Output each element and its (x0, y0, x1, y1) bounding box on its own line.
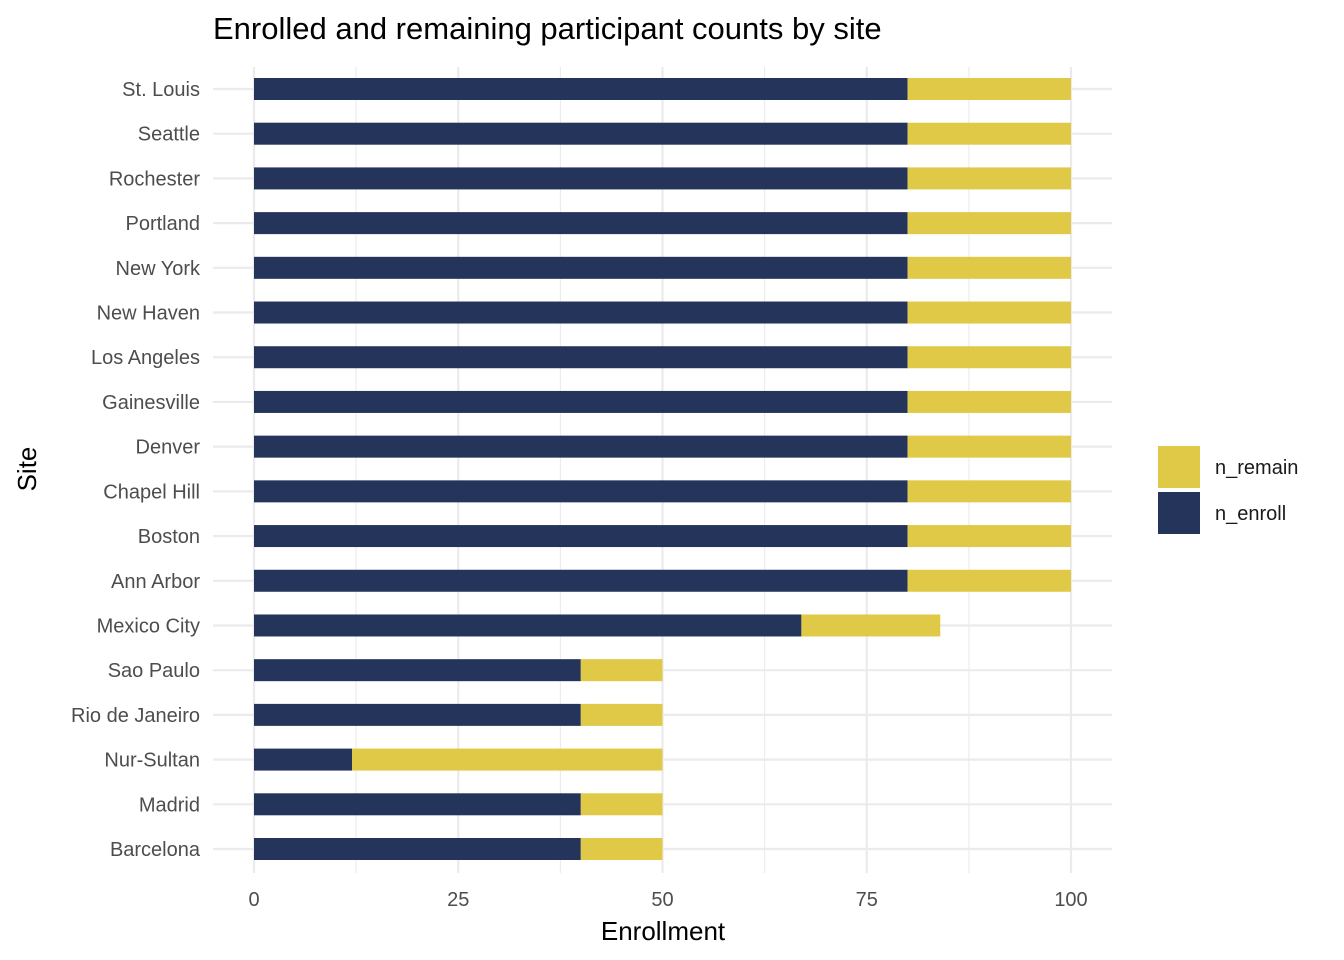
bar-n_remain-new-haven (907, 301, 1071, 324)
legend-key-n_remain (1158, 446, 1200, 488)
y-tick-label: New Haven (97, 303, 200, 325)
bar-n_enroll-los-angeles (254, 346, 908, 369)
bars (254, 78, 1071, 860)
bar-n_remain-gainesville (907, 390, 1071, 413)
bar-n_remain-seattle (907, 122, 1071, 145)
bar-n_remain-sao-paulo (580, 659, 663, 682)
y-tick-label: Mexico City (97, 615, 200, 637)
bar-n_remain-nur-sultan (352, 748, 663, 771)
bar-n_remain-new-york (907, 256, 1071, 279)
bar-n_remain-mexico-city (801, 614, 941, 637)
bar-n_enroll-new-york (254, 256, 908, 279)
bar-n_remain-barcelona (580, 838, 663, 860)
legend-label-n_remain: n_remain (1215, 457, 1298, 479)
bar-n_remain-boston (907, 525, 1071, 548)
bar-n_enroll-boston (254, 525, 908, 548)
bar-n_enroll-seattle (254, 122, 908, 145)
bar-n_enroll-rio-de-janeiro (254, 703, 581, 726)
bar-n_enroll-chapel-hill (254, 480, 908, 503)
y-axis-title: Site (12, 447, 42, 492)
y-tick-label: Gainesville (102, 392, 200, 414)
y-tick-label: Rochester (109, 168, 200, 190)
y-tick-label: Boston (138, 526, 200, 548)
y-tick-label: Rio de Janeiro (71, 705, 200, 727)
y-tick-label: Sao Paulo (108, 660, 200, 682)
bar-n_enroll-madrid (254, 793, 581, 816)
y-tick-label: Barcelona (110, 839, 201, 861)
bar-n_enroll-new-haven (254, 301, 908, 324)
y-tick-label: Ann Arbor (111, 571, 200, 593)
bar-n_remain-ann-arbor (907, 569, 1071, 592)
bar-n_enroll-nur-sultan (254, 748, 353, 771)
bar-n_enroll-mexico-city (254, 614, 802, 637)
x-tick-label: 0 (248, 889, 259, 911)
y-tick-label: New York (116, 258, 201, 280)
legend: n_remain n_enroll (1158, 446, 1298, 534)
x-axis-tick-labels: 0 25 50 75 100 (248, 889, 1087, 911)
bar-n_enroll-barcelona (254, 838, 581, 860)
chart-title: Enrolled and remaining participant count… (213, 11, 882, 46)
y-tick-label: Seattle (138, 124, 200, 146)
y-tick-label: Chapel Hill (103, 481, 200, 503)
bar-n_enroll-ann-arbor (254, 569, 908, 592)
bar-n_remain-denver (907, 435, 1071, 458)
y-tick-label: Denver (136, 437, 201, 459)
bar-n_remain-st-louis (907, 78, 1071, 100)
x-tick-label: 50 (651, 889, 673, 911)
bar-n_enroll-rochester (254, 167, 908, 190)
x-tick-label: 75 (856, 889, 878, 911)
y-tick-label: St. Louis (122, 79, 200, 101)
bar-n_remain-madrid (580, 793, 663, 816)
legend-label-n_enroll: n_enroll (1215, 503, 1286, 525)
bar-n_enroll-gainesville (254, 390, 908, 413)
x-tick-label: 100 (1054, 889, 1087, 911)
y-tick-label: Los Angeles (91, 347, 200, 369)
bar-n_remain-rio-de-janeiro (580, 703, 663, 726)
y-tick-label: Madrid (139, 794, 200, 816)
y-tick-label: Nur-Sultan (104, 750, 200, 772)
x-axis-title: Enrollment (601, 916, 726, 946)
bar-n_enroll-sao-paulo (254, 659, 581, 682)
bar-n_enroll-st-louis (254, 78, 908, 100)
bar-n_remain-rochester (907, 167, 1071, 190)
bar-n_remain-los-angeles (907, 346, 1071, 369)
x-tick-label: 25 (447, 889, 469, 911)
y-tick-label: Portland (126, 213, 201, 235)
y-axis-tick-labels: Barcelona Madrid Nur-Sultan Rio de Janeiro S… (71, 79, 201, 861)
bar-n_enroll-denver (254, 435, 908, 458)
bar-n_remain-chapel-hill (907, 480, 1071, 503)
bar-n_remain-portland (907, 212, 1071, 235)
legend-key-n_enroll (1158, 492, 1200, 534)
bar-n_enroll-portland (254, 212, 908, 235)
